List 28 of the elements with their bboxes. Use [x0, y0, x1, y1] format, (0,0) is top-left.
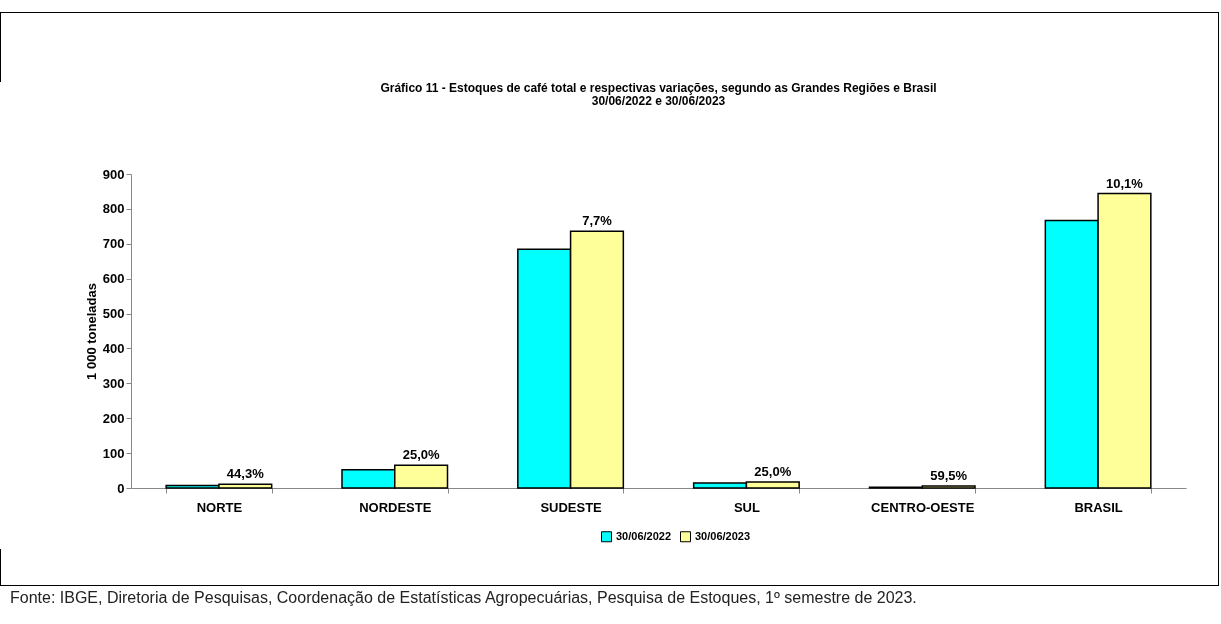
y-tick-label: 600: [102, 271, 125, 287]
y-tick-label: 500: [102, 306, 125, 322]
annotation: 7,7%: [582, 213, 613, 229]
y-tick-label: 300: [102, 375, 125, 391]
y-axis-title: 1 000 toneladas: [83, 283, 99, 380]
x-tick-label: SUL: [733, 499, 760, 515]
legend-label: 30/06/2023: [695, 529, 751, 542]
x-tick-label: SUDESTE: [540, 499, 603, 515]
x-tick-label: NORDESTE: [359, 499, 432, 515]
annotation: 44,3%: [226, 466, 265, 482]
legend-label: 30/06/2022: [616, 529, 672, 542]
y-tick-label: 700: [102, 236, 125, 252]
x-tick-label: CENTRO-OESTE: [871, 499, 975, 515]
y-tick-label: 100: [102, 445, 125, 461]
source-note: Fonte: IBGE, Diretoria de Pesquisas, Coordenação de Estatísticas Agropecuárias, Pesquisa de Estoques, 1º semestre de 2023.: [10, 589, 917, 607]
y-tick-label: 900: [102, 166, 125, 182]
chart-subtitle: 30/06/2022 e 30/06/2023: [591, 94, 726, 108]
y-tick-label: 400: [102, 340, 125, 356]
x-tick-label: BRASIL: [1074, 499, 1123, 515]
y-tick-label: 800: [102, 201, 125, 217]
y-tick-label: 0: [117, 480, 125, 496]
annotation: 25,0%: [754, 464, 792, 480]
y-tick-label: 200: [102, 410, 125, 426]
annotation: 59,5%: [930, 467, 968, 483]
chart-title: Gráfico 11 - Estoques de café total e respectivas variações, segundo as Grandes Regiões e Brasil: [380, 81, 937, 95]
x-tick-label: NORTE: [196, 499, 243, 515]
annotation: 10,1%: [1106, 175, 1144, 191]
annotation: 25,0%: [402, 447, 440, 463]
